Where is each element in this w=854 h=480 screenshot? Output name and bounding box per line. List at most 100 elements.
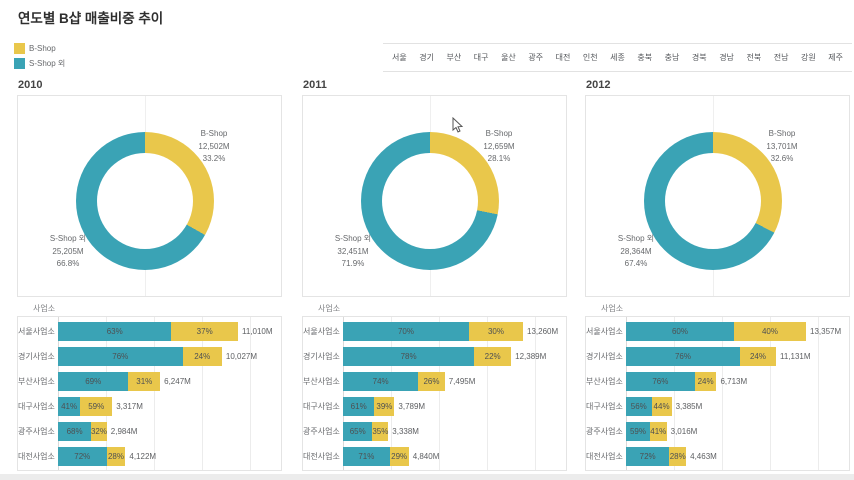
gridline [106, 317, 107, 470]
region-filter-item[interactable]: 세종 [610, 53, 625, 62]
mouse-cursor [452, 117, 464, 133]
gridline [202, 317, 203, 470]
region-filter-item[interactable]: 충북 [637, 53, 653, 62]
bar-segment-bshop[interactable]: 31% [128, 372, 161, 391]
region-filter-item[interactable]: 경북 [691, 53, 707, 62]
stacked-bar: 76% 24% [626, 347, 776, 366]
region-filter-item[interactable]: 부산 [446, 53, 462, 62]
region-filter-item[interactable]: 광주 [528, 53, 544, 62]
bar-segment-sshop[interactable]: 72% [58, 447, 107, 466]
bar-segment-bshop[interactable]: 39% [374, 397, 395, 416]
bar-segment-bshop[interactable]: 22% [474, 347, 512, 366]
bar-segment-sshop[interactable]: 74% [343, 372, 419, 391]
bar-segment-bshop[interactable]: 26% [418, 372, 445, 391]
bar-panel-2012: 서울사업소 60% 40% 13,357M 경기사업소 76% 24% 11,131M 부산사업… [585, 316, 850, 471]
bar-row: 대전사업소 72% 28% 4,463M [586, 444, 849, 469]
bar-segment-sshop[interactable]: 65% [343, 422, 373, 441]
bar-segment-bshop[interactable]: 24% [694, 372, 717, 391]
bar-segment-bshop[interactable]: 41% [649, 422, 667, 441]
donut-chart[interactable] [644, 132, 782, 270]
donut-slice-label: B-Shop 13,701M 32.6% [766, 129, 798, 163]
bar-segment-bshop[interactable]: 59% [80, 397, 113, 416]
bar-row: 서울사업소 70% 30% 13,260M [303, 319, 566, 344]
donut-slice-label: B-Shop 12,659M 28.1% [483, 129, 515, 163]
bar-segment-sshop[interactable]: 68% [58, 422, 92, 441]
bar-segment-sshop[interactable]: 70% [343, 322, 469, 341]
region-filter-item[interactable]: 인천 [582, 53, 598, 62]
bar-segment-sshop[interactable]: 60% [626, 322, 734, 341]
legend-label: S-Shop 외 [29, 59, 66, 68]
bar-segment-sshop[interactable]: 78% [343, 347, 475, 366]
bar-segment-sshop[interactable]: 72% [626, 447, 670, 466]
bar-row-label: 부산사업소 [18, 377, 55, 386]
region-filter-item[interactable]: 제주 [828, 53, 843, 62]
bar-segment-sshop[interactable]: 76% [58, 347, 183, 366]
region-filter-item[interactable]: 전남 [773, 53, 789, 62]
region-filter-item[interactable]: 충남 [664, 53, 680, 62]
region-filter-item[interactable]: 대구 [473, 53, 489, 62]
donut-panel-2012: B-Shop 13,701M 32.6% S-Shop 외 28,364M 67.4% [585, 95, 850, 297]
gridline [487, 317, 488, 470]
region-filter-item[interactable]: 울산 [501, 53, 516, 62]
region-filter-item[interactable]: 서울 [392, 53, 407, 62]
stacked-bar: 65% 35% [343, 422, 388, 441]
bar-row: 부산사업소 74% 26% 7,495M [303, 369, 566, 394]
bar-row-label: 서울사업소 [303, 327, 340, 336]
bar-row: 광주사업소 59% 41% 3,016M [586, 419, 849, 444]
bar-segment-bshop[interactable]: 44% [651, 397, 672, 416]
bar-segment-bshop[interactable]: 30% [469, 322, 523, 341]
bar-row-label: 광주사업소 [303, 427, 340, 436]
bar-segment-bshop[interactable]: 40% [734, 322, 806, 341]
bar-segment-sshop[interactable]: 61% [343, 397, 375, 416]
bar-total-label: 4,122M [129, 452, 157, 461]
bar-row: 부산사업소 69% 31% 6,247M [18, 369, 281, 394]
stacked-bar: 71% 29% [343, 447, 409, 466]
bar-segment-bshop[interactable]: 35% [372, 422, 388, 441]
bar-axis-title: 사업소 [33, 304, 56, 313]
bar-segment-sshop[interactable]: 69% [58, 372, 129, 391]
bar-segment-sshop[interactable]: 56% [626, 397, 652, 416]
axis-line [626, 317, 627, 470]
bar-segment-sshop[interactable]: 71% [343, 447, 390, 466]
year-label: 2012 [586, 79, 611, 91]
bar-segment-bshop[interactable]: 29% [389, 447, 409, 466]
bar-row: 경기사업소 76% 24% 11,131M [586, 344, 849, 369]
bar-segment-sshop[interactable]: 59% [626, 422, 650, 441]
region-filter-item[interactable]: 경남 [719, 53, 734, 62]
region-filter-item[interactable]: 대전 [555, 53, 571, 62]
stacked-bar: 41% 59% [58, 397, 113, 416]
bar-row: 경기사업소 76% 24% 10,027M [18, 344, 281, 369]
donut-slice-label: S-Shop 외 28,364M 67.4% [617, 234, 655, 268]
bar-segment-sshop[interactable]: 41% [58, 397, 81, 416]
donut-panel-2011: B-Shop 12,659M 28.1% S-Shop 외 32,451M 71.9% [302, 95, 567, 297]
region-filter-item[interactable]: 경기 [419, 53, 434, 62]
bar-segment-sshop[interactable]: 63% [58, 322, 172, 341]
year-column-2011: 2011 B-Shop 12,659M 28.1% S-Shop 외 32,451M 71.… [302, 79, 567, 471]
bar-segment-bshop[interactable]: 32% [91, 422, 107, 441]
bar-axis-title: 사업소 [318, 304, 341, 313]
bar-row-label: 경기사업소 [586, 352, 623, 361]
bar-row-label: 서울사업소 [18, 327, 55, 336]
bar-total-label: 4,840M [412, 452, 440, 461]
bar-panel-2011: 서울사업소 70% 30% 13,260M 경기사업소 78% 22% 12,389M 부산사업… [302, 316, 567, 471]
horizontal-scrollbar[interactable] [0, 474, 854, 480]
bar-segment-bshop[interactable]: 28% [106, 447, 126, 466]
gridline [154, 317, 155, 470]
bar-segment-bshop[interactable]: 24% [182, 347, 222, 366]
donut-chart[interactable] [76, 132, 214, 270]
gridline [250, 317, 251, 470]
bar-row-label: 대구사업소 [18, 402, 55, 411]
bar-segment-sshop[interactable]: 76% [626, 372, 695, 391]
region-filter-item[interactable]: 전북 [746, 53, 762, 62]
region-filter-item[interactable]: 강원 [800, 53, 816, 62]
bar-row-label: 대전사업소 [18, 452, 55, 461]
donut-chart[interactable] [361, 132, 499, 270]
bar-segment-bshop[interactable]: 37% [171, 322, 238, 341]
stacked-bar: 76% 24% [58, 347, 222, 366]
bar-segment-sshop[interactable]: 76% [626, 347, 740, 366]
bar-segment-bshop[interactable]: 24% [740, 347, 776, 366]
bar-row-label: 대구사업소 [303, 402, 340, 411]
stacked-bar: 72% 28% [58, 447, 126, 466]
bar-total-label: 3,385M [675, 402, 703, 411]
bar-segment-bshop[interactable]: 28% [669, 447, 687, 466]
